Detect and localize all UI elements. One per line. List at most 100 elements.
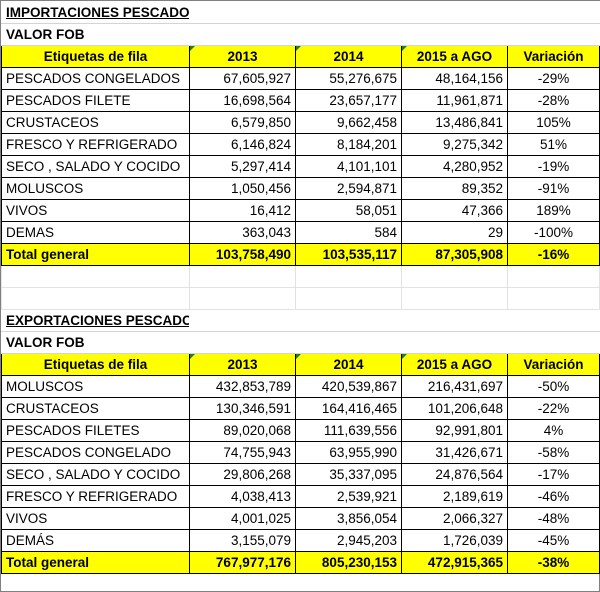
value-2015[interactable]: 101,206,648: [401, 397, 508, 420]
value-2015[interactable]: 31,426,671: [401, 441, 508, 464]
empty-cell[interactable]: [507, 287, 600, 310]
row-label[interactable]: VIVOS: [1, 199, 190, 222]
empty-cell[interactable]: [295, 23, 402, 46]
row-label[interactable]: DEMAS: [1, 221, 190, 244]
variation[interactable]: 189%: [507, 199, 600, 222]
total-2015[interactable]: 87,305,908: [401, 243, 508, 266]
value-2015[interactable]: 89,352: [401, 177, 508, 200]
value-2014[interactable]: 164,416,465: [295, 397, 402, 420]
column-header[interactable]: 2013: [189, 353, 296, 376]
row-label[interactable]: PESCADOS CONGELADO: [1, 441, 190, 464]
value-2013[interactable]: 363,043: [189, 221, 296, 244]
value-2013[interactable]: 89,020,068: [189, 419, 296, 442]
column-header[interactable]: 2015 a AGO: [401, 353, 508, 376]
empty-cell[interactable]: [507, 23, 600, 46]
variation[interactable]: -48%: [507, 507, 600, 530]
row-label[interactable]: SECO , SALADO Y COCIDO: [1, 463, 190, 486]
empty-cell[interactable]: [189, 265, 296, 288]
value-2014[interactable]: 9,662,458: [295, 111, 402, 134]
empty-cell[interactable]: [295, 1, 402, 24]
value-2015[interactable]: 9,275,342: [401, 133, 508, 156]
variation[interactable]: 105%: [507, 111, 600, 134]
column-header[interactable]: Etiquetas de fila: [1, 353, 190, 376]
total-2014[interactable]: 805,230,153: [295, 551, 402, 574]
value-2015[interactable]: 29: [401, 221, 508, 244]
value-2013[interactable]: 4,038,413: [189, 485, 296, 508]
variation[interactable]: -50%: [507, 375, 600, 398]
variation[interactable]: -22%: [507, 397, 600, 420]
empty-cell[interactable]: [189, 1, 296, 24]
value-2015[interactable]: 24,876,564: [401, 463, 508, 486]
value-2013[interactable]: 74,755,943: [189, 441, 296, 464]
value-2014[interactable]: 63,955,990: [295, 441, 402, 464]
value-2013[interactable]: 67,605,927: [189, 67, 296, 90]
value-2014[interactable]: 111,639,556: [295, 419, 402, 442]
value-2013[interactable]: 5,297,414: [189, 155, 296, 178]
exports-subtitle[interactable]: VALOR FOB: [1, 331, 190, 354]
total-label[interactable]: Total general: [1, 243, 190, 266]
value-2013[interactable]: 16,412: [189, 199, 296, 222]
empty-cell[interactable]: [401, 1, 508, 24]
empty-cell[interactable]: [295, 287, 402, 310]
row-label[interactable]: SECO , SALADO Y COCIDO: [1, 155, 190, 178]
row-label[interactable]: PESCADOS FILETE: [1, 89, 190, 112]
row-label[interactable]: FRESCO Y REFRIGERADO: [1, 485, 190, 508]
value-2015[interactable]: 11,961,871: [401, 89, 508, 112]
empty-cell[interactable]: [401, 309, 508, 332]
column-header[interactable]: Variación: [507, 353, 600, 376]
variation[interactable]: -91%: [507, 177, 600, 200]
row-label[interactable]: PESCADOS FILETES: [1, 419, 190, 442]
column-header[interactable]: Etiquetas de fila: [1, 45, 190, 68]
row-label[interactable]: FRESCO Y REFRIGERADO: [1, 133, 190, 156]
variation[interactable]: -100%: [507, 221, 600, 244]
empty-cell[interactable]: [401, 331, 508, 354]
variation[interactable]: 4%: [507, 419, 600, 442]
value-2014[interactable]: 55,276,675: [295, 67, 402, 90]
total-variation[interactable]: -16%: [507, 243, 600, 266]
value-2014[interactable]: 23,657,177: [295, 89, 402, 112]
exports-title[interactable]: EXPORTACIONES PESCADOS Y MARISCOS: [1, 309, 190, 332]
value-2013[interactable]: 6,579,850: [189, 111, 296, 134]
value-2014[interactable]: 584: [295, 221, 402, 244]
variation[interactable]: -19%: [507, 155, 600, 178]
value-2013[interactable]: 432,853,789: [189, 375, 296, 398]
imports-subtitle[interactable]: VALOR FOB: [1, 23, 190, 46]
imports-title[interactable]: IMPORTACIONES PESCADOS Y MARISCOS: [1, 1, 190, 24]
column-header[interactable]: 2014: [295, 353, 402, 376]
empty-cell[interactable]: [1, 265, 190, 288]
value-2014[interactable]: 4,101,101: [295, 155, 402, 178]
column-header[interactable]: Variación: [507, 45, 600, 68]
empty-cell[interactable]: [507, 1, 600, 24]
total-label[interactable]: Total general: [1, 551, 190, 574]
total-variation[interactable]: -38%: [507, 551, 600, 574]
total-2013[interactable]: 767,977,176: [189, 551, 296, 574]
empty-cell[interactable]: [295, 309, 402, 332]
value-2013[interactable]: 3,155,079: [189, 529, 296, 552]
variation[interactable]: -58%: [507, 441, 600, 464]
value-2014[interactable]: 2,594,871: [295, 177, 402, 200]
variation[interactable]: -46%: [507, 485, 600, 508]
value-2014[interactable]: 3,856,054: [295, 507, 402, 530]
column-header[interactable]: 2015 a AGO: [401, 45, 508, 68]
variation[interactable]: -17%: [507, 463, 600, 486]
column-header[interactable]: 2014: [295, 45, 402, 68]
total-2015[interactable]: 472,915,365: [401, 551, 508, 574]
row-label[interactable]: CRUSTACEOS: [1, 111, 190, 134]
value-2015[interactable]: 216,431,697: [401, 375, 508, 398]
value-2014[interactable]: 35,337,095: [295, 463, 402, 486]
empty-cell[interactable]: [507, 331, 600, 354]
value-2015[interactable]: 92,991,801: [401, 419, 508, 442]
value-2015[interactable]: 2,189,619: [401, 485, 508, 508]
value-2013[interactable]: 29,806,268: [189, 463, 296, 486]
value-2013[interactable]: 4,001,025: [189, 507, 296, 530]
row-label[interactable]: DEMÁS: [1, 529, 190, 552]
row-label[interactable]: VIVOS: [1, 507, 190, 530]
variation[interactable]: -28%: [507, 89, 600, 112]
value-2014[interactable]: 420,539,867: [295, 375, 402, 398]
value-2013[interactable]: 16,698,564: [189, 89, 296, 112]
value-2015[interactable]: 47,366: [401, 199, 508, 222]
variation[interactable]: 51%: [507, 133, 600, 156]
row-label[interactable]: PESCADOS CONGELADOS: [1, 67, 190, 90]
value-2014[interactable]: 2,539,921: [295, 485, 402, 508]
variation[interactable]: -29%: [507, 67, 600, 90]
